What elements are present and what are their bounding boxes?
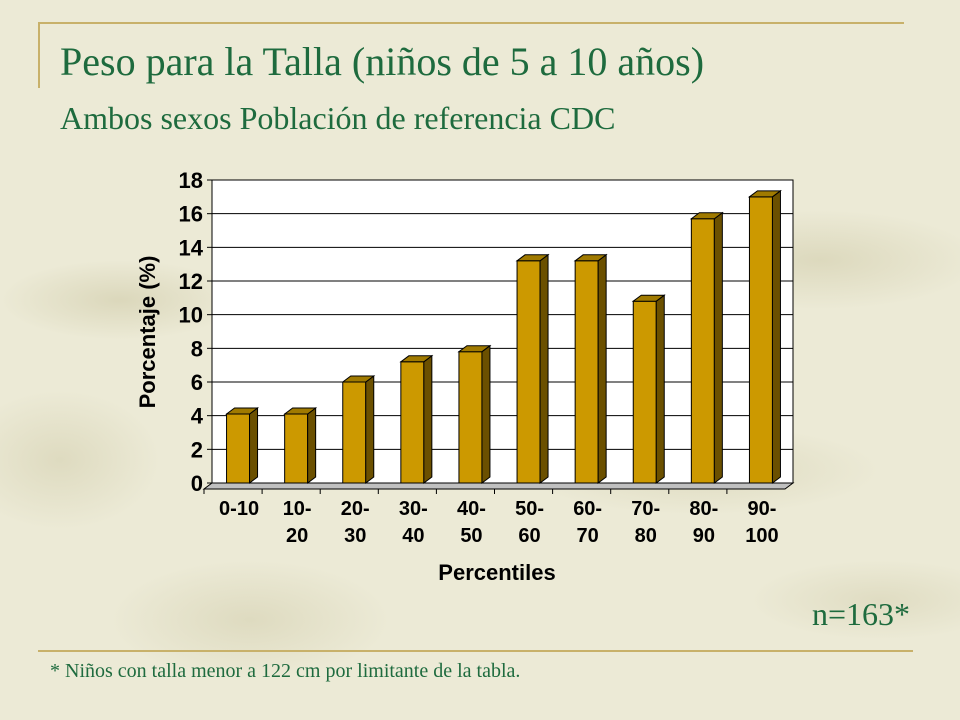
y-tick-label: 18 xyxy=(179,168,203,193)
bar xyxy=(400,361,425,484)
bar xyxy=(690,218,715,484)
x-tick-label: 20- xyxy=(341,498,370,520)
bar-top xyxy=(631,294,666,302)
bar-side xyxy=(539,253,549,484)
page-subtitle: Ambos sexos Población de referencia CDC xyxy=(60,100,616,136)
bar xyxy=(748,196,773,484)
sample-size-label: n=163* xyxy=(811,596,910,632)
x-tick-label: 10- xyxy=(283,498,312,520)
x-tick-label: 60- xyxy=(573,498,602,520)
x-tick-label: 30 xyxy=(344,525,366,547)
top-accent-line xyxy=(38,22,904,24)
bar-side xyxy=(481,344,491,484)
x-tick-label: 90- xyxy=(747,498,776,520)
left-accent-line xyxy=(38,22,40,88)
x-tick-label: 100 xyxy=(745,525,778,547)
bar-side xyxy=(249,406,259,485)
x-tick-label: 80- xyxy=(689,498,718,520)
bar xyxy=(632,300,657,484)
x-tick-label: 80 xyxy=(635,525,657,547)
y-tick-label: 6 xyxy=(191,370,203,395)
x-tick-label: 20 xyxy=(286,525,308,547)
bar-top xyxy=(283,407,318,415)
bar xyxy=(516,260,541,484)
x-tick-label: 70- xyxy=(631,498,660,520)
bar-top xyxy=(689,212,724,220)
bar-top xyxy=(515,254,550,262)
bar-top xyxy=(573,254,608,262)
bar-side xyxy=(713,211,723,484)
bar xyxy=(574,260,599,484)
footnote: * Niños con talla menor a 122 cm por lim… xyxy=(50,660,521,682)
x-tick-label: 90 xyxy=(693,525,715,547)
x-tick-label: 40- xyxy=(457,498,486,520)
x-tick-label: 40 xyxy=(402,525,424,547)
y-tick-label: 8 xyxy=(191,336,203,361)
bar-top xyxy=(457,345,492,353)
x-tick-label: 50- xyxy=(515,498,544,520)
page-title: Peso para la Talla (niños de 5 a 10 años… xyxy=(60,39,705,84)
y-tick-label: 16 xyxy=(179,202,203,227)
bar-side xyxy=(771,189,781,484)
x-tick-label: 60 xyxy=(518,525,540,547)
bar-side xyxy=(655,294,665,484)
bar-top xyxy=(341,375,376,383)
x-tick-label: 30- xyxy=(399,498,428,520)
x-axis-title: Percentiles xyxy=(438,560,555,585)
bar-side xyxy=(597,253,607,484)
bottom-accent-line xyxy=(38,650,913,652)
bar xyxy=(342,381,367,484)
bar-side xyxy=(365,375,375,484)
bar-top xyxy=(747,190,782,198)
y-tick-label: 2 xyxy=(191,437,203,462)
bar xyxy=(284,413,309,484)
x-tick-label: 0-10 xyxy=(219,498,259,520)
bar-side xyxy=(423,354,433,484)
y-tick-label: 4 xyxy=(191,404,204,429)
bar xyxy=(458,351,483,484)
bar-top xyxy=(399,355,434,363)
y-tick-label: 0 xyxy=(191,471,203,496)
bar-side xyxy=(307,406,317,484)
x-tick-label: 50 xyxy=(460,525,482,547)
chart-floor xyxy=(202,482,795,490)
bar xyxy=(226,413,251,484)
y-tick-label: 12 xyxy=(179,269,203,294)
y-tick-label: 14 xyxy=(179,235,204,260)
y-tick-label: 10 xyxy=(179,303,203,328)
bar-top xyxy=(225,407,260,415)
y-axis-title: Porcentaje (%) xyxy=(135,256,160,409)
x-tick-label: 70 xyxy=(577,525,599,547)
